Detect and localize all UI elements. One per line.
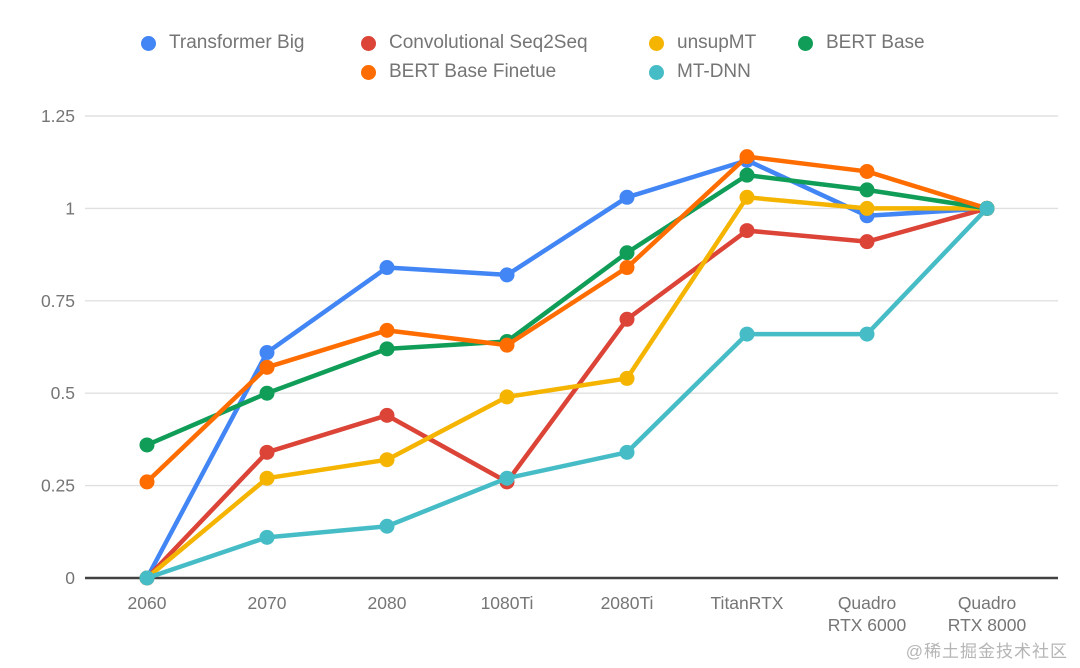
legend-item-bert-base: BERT Base: [798, 32, 925, 53]
data-point-unsupmt-titanrtx[interactable]: [739, 189, 755, 205]
data-point-bert-base-finetue-2070[interactable]: [259, 359, 275, 375]
data-point-bert-base-finetue-2080ti[interactable]: [619, 260, 635, 276]
data-point-transformer-big-1080ti[interactable]: [499, 267, 515, 283]
data-point-convolutional-seq2seq-titanrtx[interactable]: [739, 223, 755, 239]
data-point-convolutional-seq2seq-2080[interactable]: [379, 407, 395, 423]
data-point-mt-dnn-titanrtx[interactable]: [739, 326, 755, 342]
y-tick-label: 0: [65, 568, 75, 588]
legend-label-bert-base-finetue: BERT Base Finetue: [389, 61, 557, 82]
x-tick-label: 2080Ti: [601, 593, 654, 613]
series-line-bert-base-finetue: [144, 154, 990, 485]
data-point-bert-base-2080ti[interactable]: [619, 245, 635, 261]
data-point-convolutional-seq2seq-2070[interactable]: [259, 444, 275, 460]
data-point-mt-dnn-quadro-rtx-6000[interactable]: [859, 326, 875, 342]
data-point-bert-base-finetue-titanrtx[interactable]: [739, 149, 755, 165]
data-point-unsupmt-quadro-rtx-6000[interactable]: [859, 200, 875, 216]
legend-label-convolutional-seq2seq: Convolutional Seq2Seq: [389, 32, 588, 53]
data-point-bert-base-2060[interactable]: [139, 437, 155, 453]
data-point-bert-base-2070[interactable]: [259, 385, 275, 401]
data-point-transformer-big-2070[interactable]: [259, 345, 275, 361]
data-point-mt-dnn-quadro-rtx-8000[interactable]: [979, 200, 995, 216]
data-point-transformer-big-2080ti[interactable]: [619, 189, 635, 205]
data-point-convolutional-seq2seq-2080ti[interactable]: [619, 311, 635, 327]
data-point-bert-base-finetue-2080[interactable]: [379, 322, 395, 338]
legend-item-convolutional-seq2seq: Convolutional Seq2Seq: [361, 32, 588, 53]
x-tick-label: Quadro: [958, 593, 1016, 613]
legend-item-transformer-big: Transformer Big: [141, 32, 305, 53]
legend-dot-convolutional-seq2seq: [361, 35, 376, 51]
x-tick-label: RTX 6000: [828, 615, 907, 635]
y-tick-label: 0.5: [51, 383, 75, 403]
legend-label-unsupmt: unsupMT: [677, 32, 757, 53]
data-point-mt-dnn-2070[interactable]: [259, 529, 275, 545]
series-line-unsupmt: [144, 195, 990, 581]
data-point-unsupmt-2070[interactable]: [259, 470, 275, 486]
legend-label-mt-dnn: MT-DNN: [677, 61, 751, 82]
y-tick-label: 0.25: [41, 476, 75, 496]
legend-item-unsupmt: unsupMT: [649, 32, 757, 53]
y-tick-label: 1.25: [41, 106, 75, 126]
data-point-bert-base-finetue-2060[interactable]: [139, 474, 155, 490]
x-tick-label: 2070: [248, 593, 287, 613]
data-point-mt-dnn-2080[interactable]: [379, 518, 395, 534]
legend-dot-unsupmt: [649, 35, 664, 51]
x-tick-label: Quadro: [838, 593, 896, 613]
data-point-unsupmt-2080ti[interactable]: [619, 370, 635, 386]
data-point-mt-dnn-1080ti[interactable]: [499, 470, 515, 486]
legend-dot-mt-dnn: [649, 64, 664, 80]
data-point-bert-base-finetue-1080ti[interactable]: [499, 337, 515, 353]
x-tick-label: 2080: [368, 593, 407, 613]
legend-item-mt-dnn: MT-DNN: [649, 61, 751, 82]
watermark: @稀土掘金技术社区: [905, 642, 1068, 661]
legend-dot-bert-base: [798, 35, 813, 51]
data-point-unsupmt-1080ti[interactable]: [499, 389, 515, 405]
x-tick-label: TitanRTX: [711, 593, 784, 613]
data-point-bert-base-quadro-rtx-6000[interactable]: [859, 182, 875, 198]
x-tick-label: 2060: [128, 593, 167, 613]
legend-label-transformer-big: Transformer Big: [169, 32, 305, 53]
data-point-convolutional-seq2seq-quadro-rtx-6000[interactable]: [859, 234, 875, 250]
series-line-bert-base: [144, 172, 990, 448]
data-point-bert-base-titanrtx[interactable]: [739, 167, 755, 183]
data-point-unsupmt-2080[interactable]: [379, 452, 395, 468]
series-line-convolutional-seq2seq: [144, 206, 990, 581]
legend-dot-transformer-big: [141, 35, 156, 51]
chart-legend: Transformer Big Convolutional Seq2Seq un…: [0, 0, 1080, 95]
y-tick-label: 1: [65, 198, 75, 218]
data-point-mt-dnn-2060[interactable]: [139, 570, 155, 586]
series-line-mt-dnn: [144, 206, 990, 581]
legend-dot-bert-base-finetue: [361, 64, 376, 80]
data-point-mt-dnn-2080ti[interactable]: [619, 444, 635, 460]
x-tick-label: RTX 8000: [948, 615, 1027, 635]
data-point-transformer-big-2080[interactable]: [379, 260, 395, 276]
legend-label-bert-base: BERT Base: [826, 32, 925, 53]
y-tick-label: 0.75: [41, 291, 75, 311]
x-tick-label: 1080Ti: [481, 593, 534, 613]
data-point-bert-base-2080[interactable]: [379, 341, 395, 357]
legend-item-bert-base-finetue: BERT Base Finetue: [361, 61, 557, 82]
data-point-bert-base-finetue-quadro-rtx-6000[interactable]: [859, 163, 875, 179]
